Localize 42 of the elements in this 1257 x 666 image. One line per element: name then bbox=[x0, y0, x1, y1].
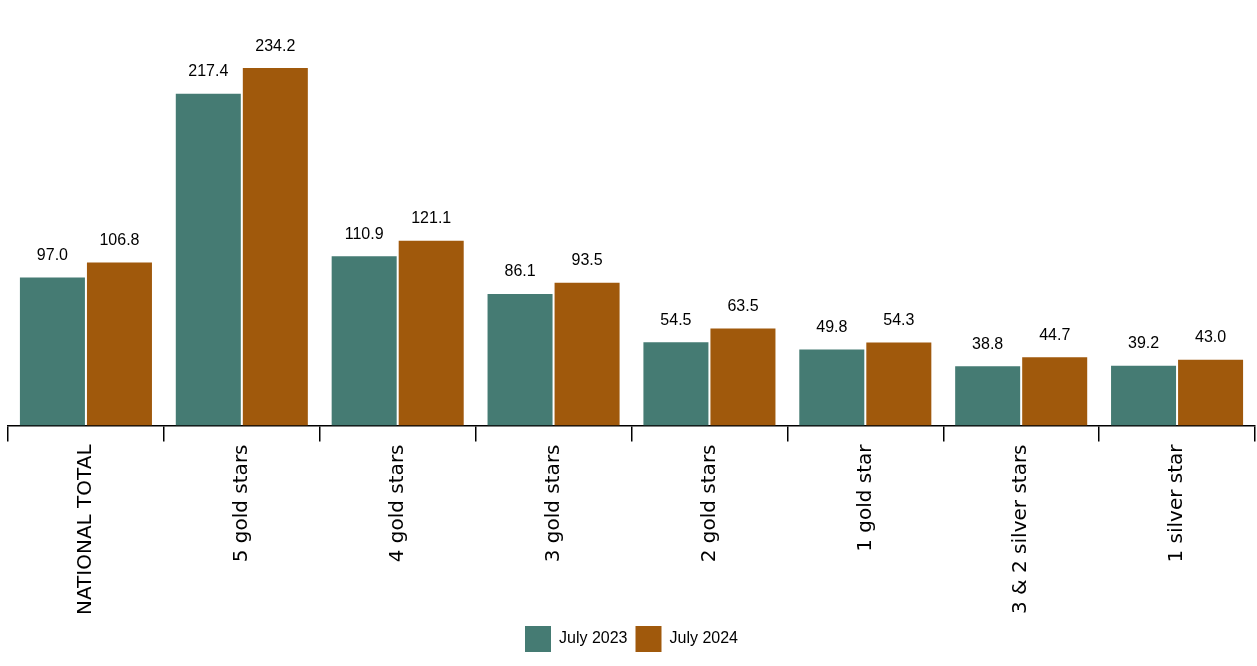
data-label: 44.7 bbox=[1039, 325, 1071, 343]
data-label: 110.9 bbox=[344, 224, 384, 242]
data-label: 38.8 bbox=[972, 334, 1004, 352]
x-tick-label: 3 gold stars bbox=[539, 444, 564, 563]
data-label: 217.4 bbox=[188, 62, 229, 80]
bar bbox=[331, 256, 397, 426]
data-label: 234.2 bbox=[255, 36, 296, 54]
data-label: 93.5 bbox=[571, 251, 603, 269]
bar bbox=[398, 240, 464, 426]
data-label: 86.1 bbox=[504, 262, 536, 280]
bar bbox=[242, 68, 308, 426]
data-label: 43.0 bbox=[1195, 328, 1227, 346]
bar bbox=[710, 328, 776, 426]
bar bbox=[86, 262, 152, 426]
x-tick-label: 4 gold stars bbox=[383, 444, 408, 563]
bar bbox=[866, 342, 932, 426]
x-tick-label: 3 & 2 silver stars bbox=[1007, 444, 1032, 614]
bar bbox=[643, 342, 709, 426]
data-label: 39.2 bbox=[1127, 334, 1160, 352]
bar bbox=[487, 294, 553, 426]
data-label: 121.1 bbox=[411, 209, 452, 227]
x-tick-label: 2 gold stars bbox=[695, 444, 720, 563]
data-label: 54.5 bbox=[660, 310, 692, 328]
data-label: 63.5 bbox=[727, 296, 759, 314]
bar bbox=[175, 93, 241, 426]
x-tick-label: 5 gold stars bbox=[228, 444, 253, 563]
bar bbox=[1111, 365, 1177, 426]
data-label: 106.8 bbox=[99, 230, 140, 248]
bar bbox=[1178, 359, 1244, 426]
data-label: 54.3 bbox=[883, 311, 915, 329]
legend-label: July 2024 bbox=[669, 629, 739, 647]
bar bbox=[799, 349, 865, 426]
bar bbox=[955, 366, 1021, 426]
bar bbox=[554, 282, 620, 426]
legend-label: July 2023 bbox=[559, 629, 628, 647]
data-label: 97.0 bbox=[36, 245, 69, 263]
bar bbox=[1022, 357, 1088, 426]
bar bbox=[19, 277, 85, 426]
data-label: 49.8 bbox=[816, 317, 848, 335]
x-tick-label: NATIONAL TOTAL bbox=[72, 443, 97, 616]
x-tick-label: 1 gold star bbox=[851, 443, 876, 552]
x-tick-label: 1 silver star bbox=[1163, 443, 1188, 563]
